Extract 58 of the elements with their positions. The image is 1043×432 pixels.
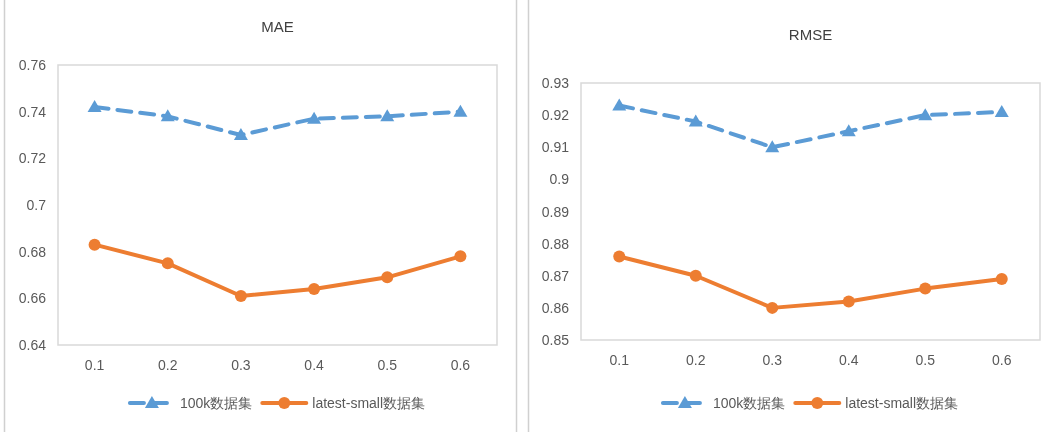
point (612, 98, 627, 111)
point (765, 140, 780, 153)
point (234, 290, 247, 302)
y-tick-label: 0.9 (549, 171, 570, 188)
x-tick-label: 0.5 (377, 357, 398, 373)
y-tick-label: 0.64 (18, 337, 47, 353)
point (454, 250, 467, 263)
x-tick-label: 0.3 (762, 352, 783, 368)
x-tick-label: 0.6 (450, 357, 471, 373)
legend-label: latest-small数据集 (312, 395, 426, 411)
y-tick-label: 0.86 (541, 299, 570, 316)
point (994, 104, 1009, 117)
x-tick-label: 0.5 (915, 352, 936, 368)
x-tick-label: 0.2 (158, 357, 178, 373)
y-tick-label: 0.85 (541, 332, 570, 348)
point (766, 301, 779, 314)
point (307, 111, 322, 124)
point (380, 109, 395, 122)
point (308, 283, 321, 295)
point (919, 282, 932, 295)
x-tick-label: 0.6 (992, 352, 1012, 368)
point (381, 271, 394, 284)
legend-label: 100k数据集 (179, 395, 253, 411)
point (160, 109, 175, 122)
point (88, 238, 101, 251)
point (842, 295, 855, 308)
point (613, 250, 626, 263)
y-tick-label: 0.68 (18, 243, 47, 260)
point (841, 124, 856, 137)
y-tick-label: 0.74 (18, 103, 47, 120)
legend-label: 100k数据集 (712, 395, 786, 411)
point (688, 114, 703, 127)
x-tick-label: 0.1 (609, 352, 630, 368)
chart-title: RMSE (788, 26, 833, 43)
point (689, 269, 702, 282)
y-tick-label: 0.7 (26, 197, 47, 213)
point (918, 108, 933, 121)
y-tick-label: 0.92 (541, 107, 570, 124)
point (233, 128, 248, 140)
point (161, 257, 174, 270)
y-tick-label: 0.93 (541, 75, 570, 91)
point (87, 100, 102, 112)
chart-title: MAE (261, 18, 294, 35)
x-tick-label: 0.1 (84, 357, 105, 373)
x-tick-label: 0.4 (839, 352, 859, 368)
y-tick-label: 0.89 (541, 203, 570, 220)
y-tick-label: 0.76 (18, 57, 47, 73)
point (995, 272, 1008, 285)
y-tick-label: 0.87 (541, 267, 570, 284)
y-tick-label: 0.66 (18, 290, 47, 307)
y-tick-label: 0.91 (541, 139, 570, 156)
x-tick-label: 0.4 (304, 357, 325, 373)
point (453, 104, 468, 117)
x-tick-label: 0.2 (686, 352, 706, 368)
x-tick-label: 0.3 (231, 357, 251, 373)
y-tick-label: 0.72 (18, 150, 47, 167)
y-tick-label: 0.88 (541, 235, 570, 252)
legend-label: latest-small数据集 (845, 395, 959, 411)
